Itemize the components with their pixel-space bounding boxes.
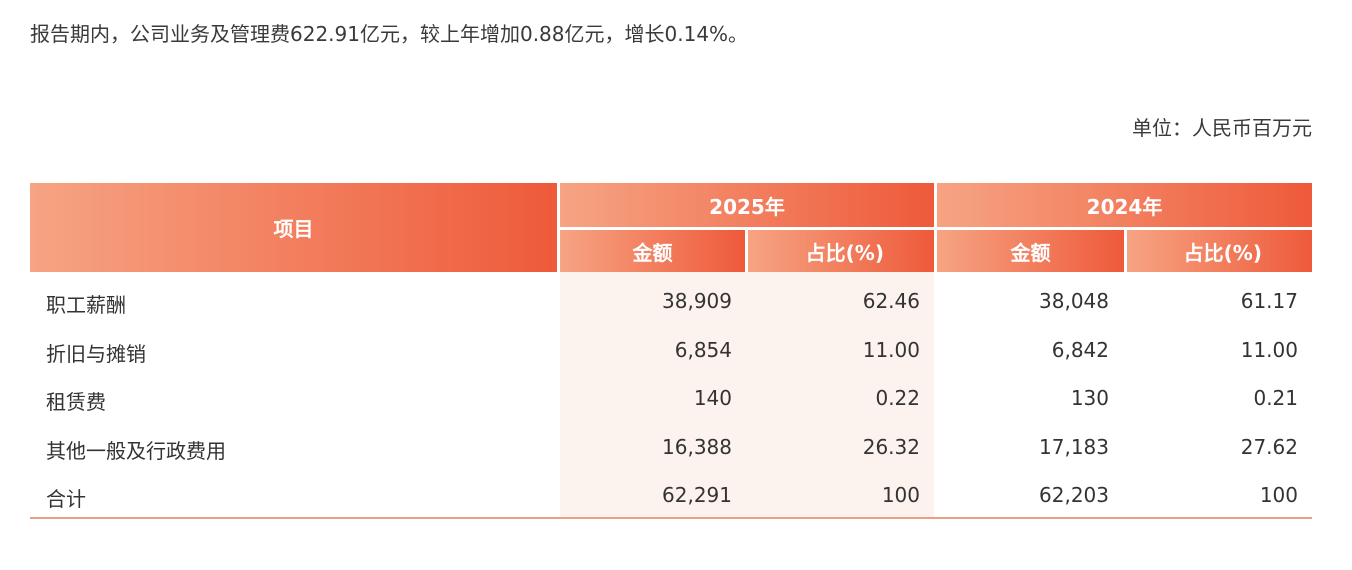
table-row: 租赁费 140 0.22 130 0.21 [30,374,1312,422]
table-bottom-rule [30,517,1312,519]
cell-a1: 62,291 [662,483,732,507]
cell-p1: 0.22 [875,386,920,410]
cell-a1: 6,854 [674,337,732,362]
cell-p2: 11.00 [1240,337,1298,362]
cell-a2: 62,203 [1039,483,1109,507]
header-year-2024: 2024年 [937,183,1312,227]
cell-p1: 26.32 [862,434,920,459]
highlight-2025-band [560,272,934,518]
table-row: 折旧与摊销 6,854 11.00 6,842 11.00 [30,326,1312,374]
table-row: 职工薪酬 38,909 62.46 38,048 61.17 [30,277,1312,325]
cell-a1: 38,909 [662,289,732,313]
table-row: 合计 62,291 100 62,203 100 [30,471,1312,519]
cell-p1: 62.46 [862,289,920,313]
header-pct-2024: 占比(%) [1127,230,1312,272]
header-amount-2025: 金额 [560,230,745,272]
cell-item: 租赁费 [46,390,106,414]
cell-a1: 140 [693,386,732,410]
cell-p1: 11.00 [862,337,920,362]
cell-a2: 130 [1070,386,1109,410]
cell-a2: 38,048 [1039,289,1109,313]
cell-p1: 100 [881,483,920,507]
cell-item: 合计 [46,487,86,511]
cell-p2: 27.62 [1240,434,1298,459]
table-row: 其他一般及行政费用 16,388 26.32 17,183 27.62 [30,423,1312,471]
intro-text: 报告期内，公司业务及管理费622.91亿元，较上年增加0.88亿元，增长0.14… [30,22,749,46]
cell-a1: 16,388 [662,434,732,459]
header-amount-2024: 金额 [937,230,1124,272]
unit-label: 单位：人民币百万元 [1132,116,1312,140]
header-year-2025: 2025年 [560,183,934,227]
cell-p2: 0.21 [1253,386,1298,410]
cell-item: 职工薪酬 [46,293,126,317]
cell-p2: 61.17 [1240,289,1298,313]
cell-a2: 17,183 [1039,434,1109,459]
cell-item: 其他一般及行政费用 [46,438,226,463]
cell-p2: 100 [1259,483,1298,507]
header-pct-2025: 占比(%) [748,230,934,272]
cell-item: 折旧与摊销 [46,341,146,366]
header-item: 项目 [30,183,557,272]
cell-a2: 6,842 [1051,337,1109,362]
